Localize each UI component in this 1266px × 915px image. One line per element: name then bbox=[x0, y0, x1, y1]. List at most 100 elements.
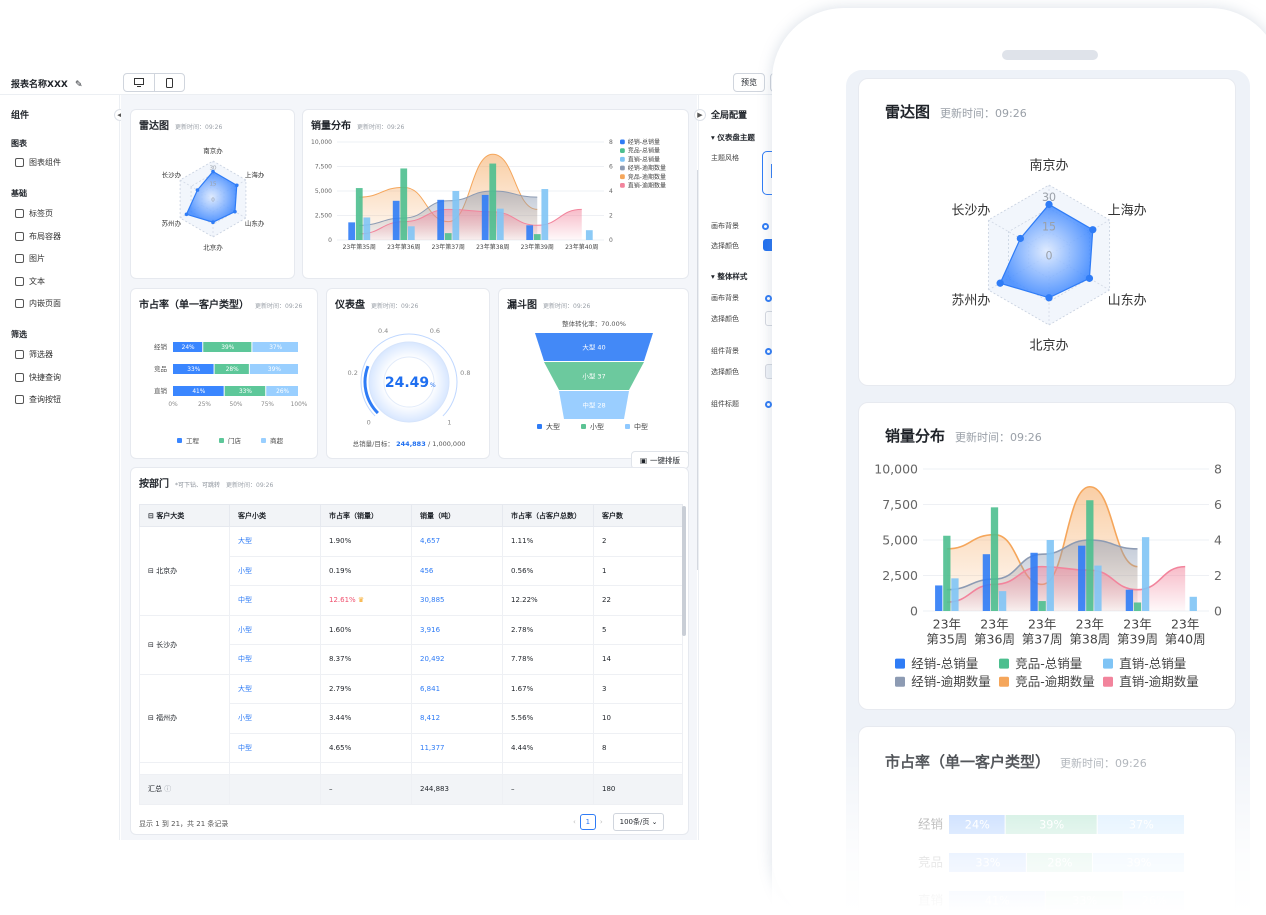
sub-cell[interactable]: 中型 bbox=[229, 585, 321, 616]
overall-section[interactable]: ▾ 整体样式 bbox=[711, 272, 748, 281]
mobile-sales-card[interactable]: 销量分布 更新时间：09:26 10,000 8 7,500 6 5,000 4 2,500 2… bbox=[858, 402, 1236, 710]
item-text[interactable]: 文本 bbox=[15, 276, 45, 287]
group-cell[interactable]: ⊟ 长沙办 bbox=[139, 614, 230, 675]
sales-legend-swatch bbox=[999, 658, 1009, 669]
radar-axis-label: 上海办 bbox=[1108, 203, 1147, 218]
table-scrollbar[interactable] bbox=[682, 506, 686, 636]
col-header[interactable]: 客户数 bbox=[593, 504, 683, 527]
sales-bar bbox=[998, 591, 1007, 611]
sub-cell[interactable]: 大型 bbox=[229, 526, 321, 557]
sales-bar bbox=[407, 226, 415, 240]
radar-point bbox=[211, 220, 215, 225]
sales-y2-tick: 0 bbox=[1214, 603, 1222, 618]
sales-x-label: 第35周 bbox=[926, 632, 967, 647]
comp-title-label: 组件标题 bbox=[711, 400, 739, 408]
group-chart: 图表 bbox=[11, 139, 27, 148]
radar-axis-label: 长沙办 bbox=[162, 170, 182, 179]
market-legend-label: 门店 bbox=[228, 436, 242, 445]
theme-section[interactable]: ▾ 仪表盘主题 bbox=[711, 133, 755, 142]
collapse-all-icon[interactable]: ⊟ bbox=[148, 511, 157, 520]
monitor-icon bbox=[133, 78, 144, 87]
sales-bar bbox=[496, 208, 504, 240]
radar-tick-label: 15 bbox=[1042, 220, 1056, 233]
sub-cell[interactable]: 小型 bbox=[229, 703, 321, 734]
item-tabs[interactable]: 标签页 bbox=[15, 208, 53, 219]
item-quick-query[interactable]: 快捷查询 bbox=[15, 372, 61, 383]
collapse-icon: ⊟ bbox=[148, 640, 157, 649]
col-header[interactable]: 市占率（销量） bbox=[320, 504, 412, 527]
sales-bar bbox=[400, 168, 408, 240]
volume-cell[interactable]: 8,412 bbox=[411, 703, 503, 734]
sub-cell[interactable]: 大型 bbox=[229, 673, 321, 704]
market-bar-label: 41% bbox=[192, 389, 205, 395]
page-size-select[interactable]: 100条/页 ⌄ bbox=[612, 813, 665, 831]
radar-axis-label: 上海办 bbox=[245, 170, 265, 179]
dept-card[interactable]: 按部门 *可下钻、可跳转 更新时间：09:26 ⊟ 客户大类 客户小类 市占率（销量… bbox=[130, 467, 689, 835]
phone-speaker bbox=[1002, 50, 1098, 60]
market-legend-label: 工程 bbox=[186, 436, 200, 445]
sales-bar bbox=[1094, 565, 1102, 611]
sales-legend-swatch bbox=[895, 676, 905, 687]
page-number[interactable]: 1 bbox=[579, 814, 596, 830]
col-header[interactable]: 销量（吨） bbox=[411, 504, 503, 527]
mobile-view-button[interactable] bbox=[155, 74, 185, 91]
volume-cell[interactable]: 11,377 bbox=[411, 732, 503, 763]
funnel-card[interactable]: 漏斗图 更新时间：09:26 整体转化率：70.00% 大型 40 小型 37 中型 2… bbox=[498, 288, 689, 459]
sales-x-label: 第39周 bbox=[1117, 632, 1158, 647]
edit-icon[interactable]: ✎ bbox=[74, 80, 83, 90]
sales-y-tick: 7,500 bbox=[882, 497, 918, 512]
item-filter[interactable]: 筛选器 bbox=[15, 349, 53, 360]
layout-icon: ▣ bbox=[639, 455, 648, 465]
sales-bar bbox=[363, 217, 371, 240]
volume-cell[interactable]: 3,916 bbox=[411, 614, 503, 645]
col-header[interactable]: 客户小类 bbox=[229, 504, 321, 527]
table-row: 中型 4.65% 11,377 4.44% 8 bbox=[140, 732, 683, 763]
funnel-stage bbox=[535, 333, 653, 361]
item-layout-container[interactable]: 布局容器 bbox=[15, 231, 61, 242]
mobile-radar-card[interactable]: 雷达图 更新时间：09:26 30 15 0 南京办 上海办 山东办 北京办 苏州办 长沙办 bbox=[858, 78, 1236, 386]
volume-cell[interactable]: 4,657 bbox=[411, 526, 503, 557]
sub-cell[interactable]: 中型 bbox=[229, 644, 321, 675]
prev-page-icon[interactable]: ‹ bbox=[573, 818, 576, 826]
gauge-card[interactable]: 仪表盘 更新时间：09:26 0 0.2 0.4 0.6 0.8 1 24.49% 总销量/目标… bbox=[326, 288, 490, 459]
sales-bar bbox=[982, 554, 991, 611]
col-header[interactable]: ⊟ 客户大类 bbox=[139, 504, 230, 527]
sales-line-3 bbox=[359, 190, 538, 226]
volume-cell[interactable]: 20,492 bbox=[411, 644, 503, 675]
sales-bar bbox=[533, 234, 541, 240]
sales-bar bbox=[1086, 500, 1094, 611]
preview-button[interactable]: 预览 bbox=[733, 73, 765, 92]
sub-cell[interactable]: 中型 bbox=[229, 732, 321, 763]
radar-axis-label: 北京办 bbox=[1029, 339, 1068, 354]
sales-bar bbox=[1189, 596, 1197, 611]
report-name[interactable]: 报表名称XXX ✎ bbox=[11, 80, 83, 90]
collapse-right-icon[interactable]: ▶ bbox=[694, 109, 706, 121]
group-cell[interactable]: ⊟ 北京办 bbox=[139, 526, 230, 616]
radar-card[interactable]: 雷达图 更新时间：09:26 30 15 0 南京办 上海办 山东办 北京办 苏州办 长沙办 bbox=[130, 109, 295, 279]
sub-cell[interactable]: 小型 bbox=[229, 614, 321, 645]
item-image[interactable]: 图片 bbox=[15, 253, 45, 264]
sales-legend-swatch bbox=[620, 165, 625, 171]
gauge-value: 24.49 bbox=[385, 375, 429, 391]
next-page-icon[interactable]: › bbox=[599, 818, 603, 826]
volume-cell[interactable]: 456 bbox=[411, 555, 503, 586]
col-header[interactable]: 市占率（占客户总数） bbox=[502, 504, 594, 527]
item-embed-page[interactable]: 内嵌页面 bbox=[15, 298, 61, 309]
item-chart-component[interactable]: 图表组件 bbox=[15, 157, 61, 168]
volume-cell[interactable]: 6,841 bbox=[411, 673, 503, 704]
sales-x-label: 23年 bbox=[1123, 617, 1151, 632]
desktop-view-button[interactable] bbox=[124, 74, 155, 91]
market-row-label: 直销 bbox=[154, 386, 168, 395]
sub-cell[interactable]: 小型 bbox=[229, 555, 321, 586]
share-cell: 2.79% bbox=[320, 673, 412, 704]
sales-y-tick: 10,000 bbox=[874, 461, 918, 476]
market-bar-segment bbox=[173, 342, 203, 352]
volume-cell[interactable]: 30,885 bbox=[411, 585, 503, 616]
group-cell[interactable]: ⊟ 福州办 bbox=[139, 673, 230, 763]
item-query-button[interactable]: 查询按钮 bbox=[15, 394, 61, 405]
radar-point bbox=[1085, 274, 1094, 282]
market-card[interactable]: 市占率（单一客户类型） 更新时间：09:26 经销 24% 39% 37% 竞品 33% 28… bbox=[130, 288, 318, 459]
spacer-row bbox=[139, 762, 683, 775]
sales-card[interactable]: 销量分布 更新时间：09:26 10,000 8 7,500 6 5,000 4 2,500 2… bbox=[302, 109, 689, 279]
share-cell: 4.65% bbox=[320, 732, 412, 763]
